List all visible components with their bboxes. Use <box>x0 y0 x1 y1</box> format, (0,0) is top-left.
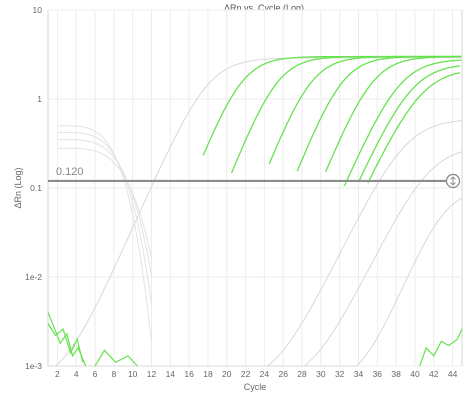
y-axis-label: ΔRn (Log) <box>13 167 23 208</box>
x-tick-label: 14 <box>166 369 176 379</box>
y-tick-label: 1e-3 <box>25 361 42 371</box>
x-tick-label: 36 <box>373 369 383 379</box>
muted-series-line <box>48 197 463 367</box>
y-tick-label: 0.1 <box>30 183 42 193</box>
y-axis-ticks: 10 1 0.1 1e-2 1e-3 <box>25 5 42 371</box>
x-tick-label: 16 <box>184 369 194 379</box>
x-tick-label: 38 <box>391 369 401 379</box>
threshold-line[interactable]: 0.120 <box>48 166 461 189</box>
x-tick-label: 22 <box>241 369 251 379</box>
late-noise-line <box>419 328 463 367</box>
series-line <box>324 56 462 173</box>
series-line <box>357 65 461 183</box>
threshold-label: 0.120 <box>56 166 84 178</box>
early-noise-line <box>47 312 87 367</box>
noise-line <box>57 125 152 343</box>
noise-line <box>57 139 152 276</box>
x-tick-label: 42 <box>429 369 439 379</box>
x-tick-label: 30 <box>316 369 326 379</box>
x-axis-ticks: 2 4 6 8 10 12 14 16 18 20 22 24 26 28 30 32 34 36 38 40 42 44 <box>55 369 458 379</box>
x-tick-label: 34 <box>354 369 364 379</box>
series-line <box>343 59 462 187</box>
x-tick-label: 44 <box>448 369 458 379</box>
x-tick-label: 2 <box>55 369 60 379</box>
y-tick-label: 1e-2 <box>25 272 42 282</box>
amplification-curves <box>202 55 462 187</box>
noise-line <box>57 132 152 304</box>
x-tick-label: 40 <box>410 369 420 379</box>
x-tick-label: 24 <box>260 369 270 379</box>
baseline-noise <box>47 125 463 367</box>
x-tick-label: 10 <box>128 369 138 379</box>
x-tick-label: 4 <box>74 369 79 379</box>
x-tick-label: 26 <box>278 369 288 379</box>
x-tick-label: 18 <box>203 369 213 379</box>
x-tick-label: 12 <box>147 369 157 379</box>
x-tick-label: 28 <box>297 369 307 379</box>
y-tick-label: 1 <box>37 94 42 104</box>
noise-line <box>57 147 152 259</box>
x-tick-label: 20 <box>222 369 232 379</box>
x-tick-label: 6 <box>93 369 98 379</box>
x-tick-label: 8 <box>111 369 116 379</box>
x-axis-label: Cycle <box>244 382 267 392</box>
y-tick-label: 10 <box>33 5 43 15</box>
early-noise-line <box>94 349 138 367</box>
x-tick-label: 32 <box>335 369 345 379</box>
series-line <box>367 71 461 184</box>
threshold-arrows-icon <box>450 176 456 186</box>
early-noise-line <box>47 323 84 363</box>
chart-title: ΔRn vs. Cycle (Log) <box>224 3 304 13</box>
